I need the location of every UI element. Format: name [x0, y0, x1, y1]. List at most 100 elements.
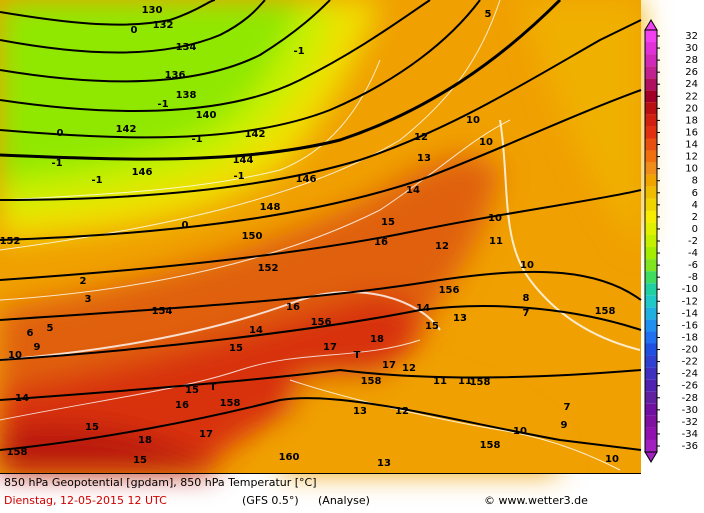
contour-label: 138: [176, 90, 197, 101]
contour-label: 8: [523, 293, 530, 304]
isohypses: [0, 0, 642, 451]
contour-label: 134: [176, 42, 197, 53]
contour-label: 10: [479, 137, 493, 148]
colorbar-label: 10: [685, 164, 698, 175]
colorbar-label: 30: [685, 43, 698, 54]
contour-label: 0: [57, 128, 64, 139]
contour-label: 0: [131, 25, 138, 36]
contour-label: 150: [242, 231, 263, 242]
colorbar-band: [645, 222, 657, 235]
colorbar-arrow-bottom: [644, 451, 658, 464]
contour-label: 158: [480, 440, 501, 451]
colorbar-label: -28: [682, 393, 698, 404]
colorbar-label: -6: [688, 260, 698, 271]
contour-label: 15: [85, 422, 99, 433]
contour-label: 13: [353, 406, 367, 417]
contour-label: 152: [0, 236, 20, 247]
contour-label: 158: [7, 447, 28, 458]
colorbar-label: 4: [692, 200, 698, 211]
colorbar-label: -24: [682, 369, 698, 380]
colorbar-band: [645, 295, 657, 308]
contour-label: 11: [458, 376, 472, 387]
colorbar-label: -10: [682, 284, 698, 295]
colorbar-band: [645, 126, 657, 139]
contour-label: -1: [233, 171, 244, 182]
contour-label: 15: [185, 385, 199, 396]
contour-label: 5: [485, 9, 492, 20]
colorbar-label: 20: [685, 103, 698, 114]
colorbar-label: -26: [682, 381, 698, 392]
contour-label: 152: [258, 263, 279, 274]
contour-label: 148: [260, 202, 281, 213]
contour-label: 10: [488, 213, 502, 224]
contour-label: 16: [175, 400, 189, 411]
contour-label: 14: [249, 325, 263, 336]
colorbar-band: [645, 355, 657, 368]
colorbar-band: [645, 42, 657, 55]
contour-label: 15: [425, 321, 439, 332]
colorbar-label: 8: [692, 176, 698, 187]
contour-label: 16: [374, 237, 388, 248]
colorbar-label: -4: [688, 248, 698, 259]
contour-label: -1: [293, 46, 304, 57]
colorbar-band: [645, 427, 657, 440]
colorbar-band: [645, 102, 657, 115]
contour-label: 146: [132, 167, 153, 178]
colorbar-band: [645, 210, 657, 223]
contour-label: 136: [165, 70, 186, 81]
contour-label: 0: [182, 220, 189, 231]
colorbar-label: -2: [688, 236, 698, 247]
colorbar-label: 0: [692, 224, 698, 235]
contour-label: 11: [489, 236, 503, 247]
contour-label: 160: [279, 452, 300, 463]
colorbar-band: [645, 66, 657, 79]
colorbar-band: [645, 198, 657, 211]
contour-label: 154: [152, 306, 173, 317]
contour-label: 142: [245, 129, 266, 140]
colorbar-band: [645, 247, 657, 260]
contour-label: 18: [370, 334, 384, 345]
contour-label: 17: [323, 342, 337, 353]
contour-label: 158: [595, 306, 616, 317]
footer-model: (GFS 0.5°): [242, 494, 299, 507]
contour-label: -1: [51, 158, 62, 169]
colorbar-label: 22: [685, 91, 698, 102]
colorbar-label: -20: [682, 345, 698, 356]
colorbar-band: [645, 259, 657, 272]
colorbar-band: [645, 78, 657, 91]
contour-label: 156: [439, 285, 460, 296]
colorbar-band: [645, 379, 657, 392]
contour-label: 12: [435, 241, 449, 252]
colorbar-band: [645, 174, 657, 187]
colorbar-label: 16: [685, 127, 698, 138]
colorbar-label: 32: [685, 31, 698, 42]
contour-label: 158: [220, 398, 241, 409]
colorbar-band: [645, 186, 657, 199]
colorbar-band: [645, 343, 657, 356]
contour-label: 3: [85, 294, 92, 305]
colorbar-label: -16: [682, 320, 698, 331]
colorbar-band: [645, 439, 657, 453]
contour-label: 15: [133, 455, 147, 466]
colorbar-frame: [644, 29, 658, 453]
footer-date: Dienstag, 12-05-2015 12 UTC: [4, 494, 167, 507]
contour-label: 15: [229, 343, 243, 354]
contour-label: 17: [199, 429, 213, 440]
contour-label: 158: [470, 377, 491, 388]
contour-label: 7: [523, 308, 530, 319]
contour-label: 156: [311, 317, 332, 328]
colorbar-band: [645, 307, 657, 320]
contour-label: -1: [157, 99, 168, 110]
colorbar-label: 28: [685, 55, 698, 66]
contour-label: 130: [142, 5, 163, 16]
contour-label: 14: [406, 185, 420, 196]
colorbar-label: -18: [682, 332, 698, 343]
contour-label: 10: [513, 426, 527, 437]
colorbar-band: [645, 54, 657, 67]
colorbar-label: -12: [682, 296, 698, 307]
colorbar-label: 14: [685, 140, 698, 151]
colorbar-label: -8: [688, 272, 698, 283]
contour-label: 13: [377, 458, 391, 469]
colorbar-label: 2: [692, 212, 698, 223]
contour-label: 158: [361, 376, 382, 387]
